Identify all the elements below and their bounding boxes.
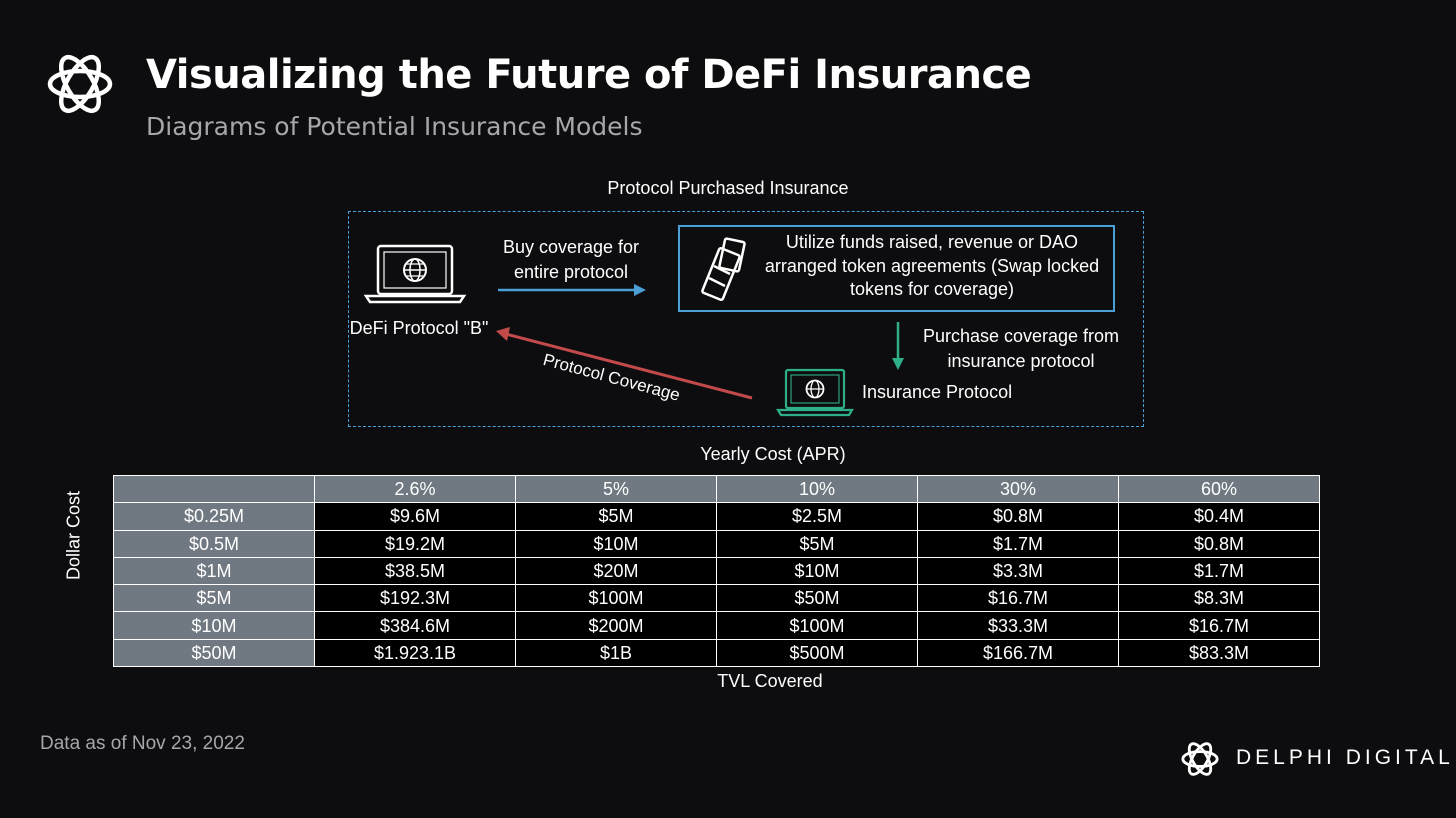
defi-protocol-label: DeFi Protocol "B" <box>349 318 489 338</box>
table-cell: $83.3M <box>1118 638 1320 668</box>
table-row: $50M $1.923.1B $1B $500M $166.7M $83.3M <box>113 638 1320 668</box>
table-row: $0.25M $9.6M $5M $2.5M $0.8M $0.4M <box>113 502 1320 531</box>
table-header-cell: 2.6% <box>314 474 516 504</box>
buy-coverage-label: Buy coverage for entire protocol <box>502 237 640 282</box>
row-header-cell: $0.25M <box>113 502 315 531</box>
funds-text: Utilize funds raised, revenue or DAO arr… <box>764 232 1100 299</box>
table-header-cell: 5% <box>515 474 717 504</box>
table-cell: $384.6M <box>314 611 516 640</box>
protocol-coverage-arrow <box>496 327 753 400</box>
cost-table: 2.6% 5% 10% 30% 60% $0.25M $9.6M $5M $2.… <box>113 474 1320 668</box>
diagram-dashed-frame <box>348 211 1144 427</box>
table-cell: $1B <box>515 638 717 668</box>
buy-coverage-arrow <box>498 284 646 296</box>
table-cell: $0.8M <box>1118 529 1320 558</box>
table-header-cell: 30% <box>917 474 1119 504</box>
table-cell: $5M <box>716 529 918 558</box>
table-row: $1M $38.5M $20M $10M $3.3M $1.7M <box>113 556 1320 586</box>
table-cell: $16.7M <box>1118 611 1320 640</box>
table-cell: $200M <box>515 611 717 640</box>
purchase-coverage-label: Purchase coverage from insurance protoco… <box>922 326 1120 371</box>
laptop-globe-icon <box>363 244 467 304</box>
table-row: $5M $192.3M $100M $50M $16.7M $8.3M <box>113 584 1320 613</box>
table-header-row: 2.6% 5% 10% 30% 60% <box>113 474 1320 504</box>
laptop-globe-icon <box>776 368 854 417</box>
funds-box <box>678 225 1115 312</box>
tvl-covered-label: TVL Covered <box>717 671 823 691</box>
table-cell: $0.4M <box>1118 502 1320 531</box>
purchase-coverage-arrow <box>892 322 904 370</box>
table-cell: $3.3M <box>917 556 1119 586</box>
page-subtitle: Diagrams of Potential Insurance Models <box>146 112 643 141</box>
diagram-title: Protocol Purchased Insurance <box>607 178 849 198</box>
table-header-cell: 60% <box>1118 474 1320 504</box>
table-cell: $2.5M <box>716 502 918 531</box>
table-cell: $20M <box>515 556 717 586</box>
data-date-note: Data as of Nov 23, 2022 <box>40 733 245 754</box>
row-header-cell: $10M <box>113 611 315 640</box>
dollar-cost-label: Dollar Cost <box>63 490 84 580</box>
table-row: $0.5M $19.2M $10M $5M $1.7M $0.8M <box>113 529 1320 558</box>
table-cell: $1.923.1B <box>314 638 516 668</box>
table-cell: $33.3M <box>917 611 1119 640</box>
table-cell: $8.3M <box>1118 584 1320 613</box>
table-cell: $16.7M <box>917 584 1119 613</box>
brand-name: DELPHI DIGITAL <box>1236 746 1454 769</box>
table-cell: $100M <box>515 584 717 613</box>
tokens-icon <box>701 237 746 302</box>
table-cell: $192.3M <box>314 584 516 613</box>
table-cell: $5M <box>515 502 717 531</box>
yearly-cost-label: Yearly Cost (APR) <box>700 444 846 464</box>
table-cell: $500M <box>716 638 918 668</box>
delphi-knot-icon <box>47 54 113 114</box>
table-header-cell: 10% <box>716 474 918 504</box>
table-cell: $166.7M <box>917 638 1119 668</box>
row-header-cell: $5M <box>113 584 315 613</box>
insurance-protocol-label: Insurance Protocol <box>862 382 1013 402</box>
table-cell: $1.7M <box>917 529 1119 558</box>
table-cell: $10M <box>716 556 918 586</box>
row-header-cell: $0.5M <box>113 529 315 558</box>
table-cell: $10M <box>515 529 717 558</box>
table-cell: $50M <box>716 584 918 613</box>
page-title: Visualizing the Future of DeFi Insurance <box>146 52 1032 98</box>
row-header-cell: $1M <box>113 556 315 586</box>
table-cell: $100M <box>716 611 918 640</box>
table-cell: $0.8M <box>917 502 1119 531</box>
table-cell: $38.5M <box>314 556 516 586</box>
table-cell: $9.6M <box>314 502 516 531</box>
delphi-knot-icon <box>1181 742 1219 776</box>
row-header-cell: $50M <box>113 638 315 668</box>
table-cell: $19.2M <box>314 529 516 558</box>
table-header-cell <box>113 474 315 504</box>
table-row: $10M $384.6M $200M $100M $33.3M $16.7M <box>113 611 1320 640</box>
table-cell: $1.7M <box>1118 556 1320 586</box>
